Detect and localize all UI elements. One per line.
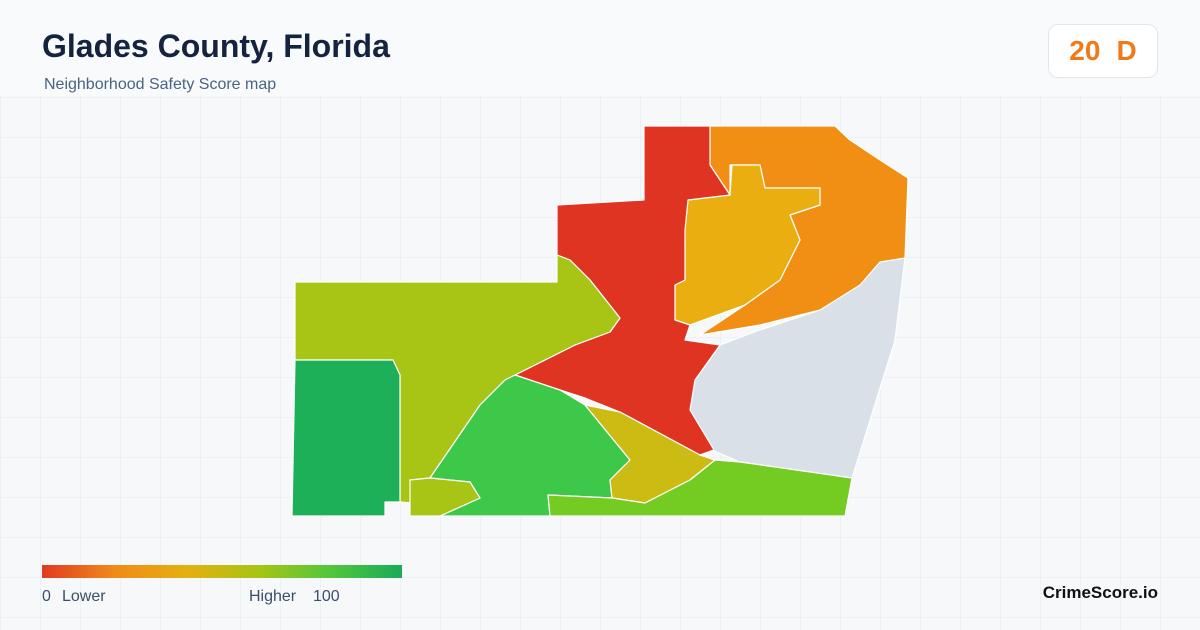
score-grade: D <box>1116 35 1137 66</box>
legend-min: 0 <box>42 588 51 605</box>
region <box>291 359 401 517</box>
legend-bar <box>42 565 402 578</box>
title: Glades County, Florida <box>42 28 390 64</box>
header-bg <box>0 0 1200 96</box>
score-badge: 20 D <box>1048 24 1158 78</box>
region <box>409 477 481 517</box>
subtitle: Neighborhood Safety Score map <box>44 76 277 93</box>
brand: CrimeScore.io <box>1042 583 1158 602</box>
legend-max: 100 <box>313 588 340 605</box>
legend-max-label: Higher <box>249 588 297 605</box>
legend-min-label: Lower <box>62 588 106 605</box>
score-value: 20 <box>1069 35 1101 66</box>
region <box>547 459 853 517</box>
regions <box>291 125 909 517</box>
